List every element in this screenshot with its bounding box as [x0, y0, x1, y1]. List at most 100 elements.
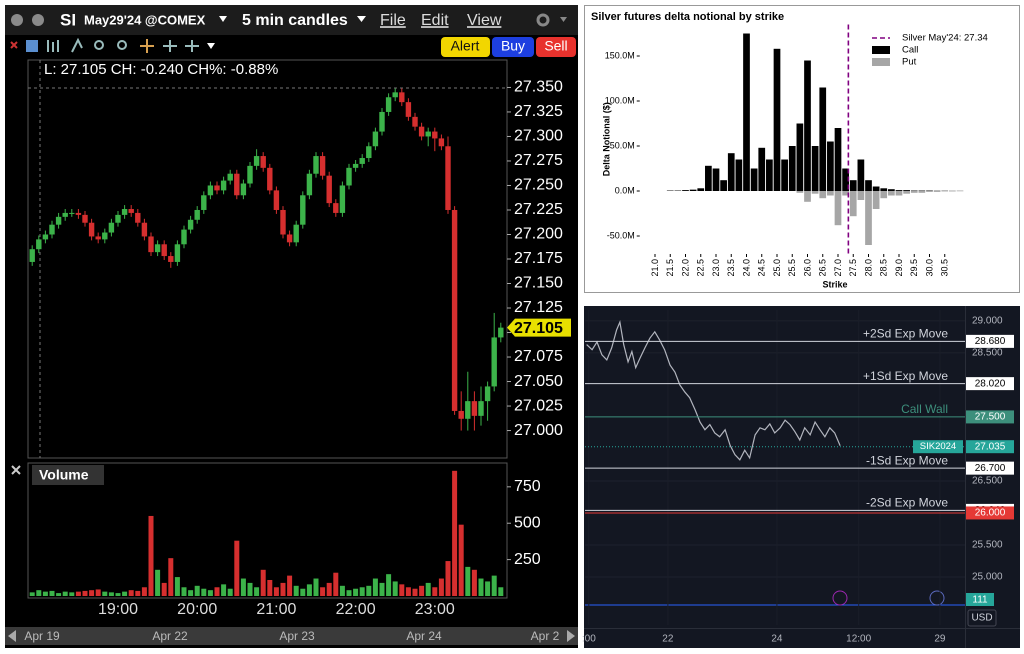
legend-label: Put	[902, 57, 917, 68]
bar	[888, 189, 895, 191]
bar	[697, 188, 705, 191]
bar	[827, 141, 834, 191]
zoom-icon[interactable]	[94, 40, 104, 50]
trading-panel	[5, 5, 578, 648]
volume-bar	[62, 591, 68, 596]
last-price-marker	[507, 318, 571, 337]
add-icon[interactable]	[32, 14, 44, 26]
event-icon[interactable]	[929, 590, 945, 606]
quote-info: L: 27.105 CH: -0.240 CH%: -0.88%	[44, 61, 278, 78]
dropdown-arrow[interactable]	[207, 43, 215, 49]
y-tick-label: 25.000	[972, 572, 1003, 583]
dropdown-arrow[interactable]	[357, 16, 366, 22]
bar	[857, 159, 865, 191]
level-value-box	[966, 410, 1014, 424]
candle-body	[484, 386, 491, 402]
candle-body	[42, 234, 49, 240]
candle-body	[161, 244, 167, 257]
candle-body	[451, 209, 458, 411]
level-value: 27.500	[975, 412, 1006, 423]
volume-bar	[379, 582, 385, 596]
bar	[758, 147, 766, 191]
x-tick-label: 21.5	[665, 259, 675, 277]
contract[interactable]: May29'24 @COMEX	[84, 12, 206, 27]
bar	[819, 87, 827, 191]
bar	[895, 190, 903, 191]
y-tick-label: 27.325	[514, 103, 563, 120]
candle-body	[88, 222, 95, 237]
volume-bar	[326, 582, 332, 596]
close-volume-icon[interactable]	[11, 465, 21, 475]
volume-bar	[386, 574, 392, 596]
y-tick-label: 27.150	[514, 275, 563, 292]
volume-bar	[188, 590, 194, 596]
bar	[834, 191, 842, 226]
tool-icon[interactable]	[47, 40, 59, 52]
volume-bar	[478, 578, 484, 596]
settings-icon[interactable]	[536, 13, 550, 27]
bar	[705, 165, 712, 191]
volume-bar	[161, 582, 167, 596]
interval[interactable]: 5 min candles	[242, 12, 348, 29]
level-label: -2Sd Exp Move	[866, 496, 948, 510]
candle-body	[121, 209, 128, 215]
tool-icon[interactable]	[10, 41, 18, 49]
volume-bar	[306, 584, 312, 596]
y-tick-label: 27.250	[514, 177, 563, 194]
bar	[750, 168, 758, 191]
currency-box[interactable]	[967, 609, 997, 627]
legend-swatch	[872, 46, 890, 54]
current-value-box	[966, 440, 1014, 454]
sell-button[interactable]	[536, 37, 576, 57]
menu-item[interactable]: Edit	[421, 12, 449, 29]
candle-body	[379, 111, 385, 132]
menu-item[interactable]: View	[467, 12, 502, 29]
x-tick-label: 20:00	[177, 601, 217, 618]
tool-icon[interactable]	[71, 37, 83, 53]
x-tick-label: 21:00	[256, 601, 296, 618]
menu-item[interactable]: File	[380, 12, 406, 29]
close-icon[interactable]	[11, 14, 23, 26]
scroll-left[interactable]	[8, 630, 16, 642]
bar	[865, 191, 872, 245]
crosshair-icon[interactable]	[140, 39, 154, 53]
bar	[712, 168, 720, 191]
level-label: Call Wall	[901, 402, 948, 416]
event-icon[interactable]	[832, 590, 848, 606]
y-tick-label: 27.275	[514, 152, 563, 169]
bar	[849, 191, 857, 217]
date-scrollbar[interactable]	[5, 627, 578, 645]
candle-body	[385, 97, 392, 112]
buy-button[interactable]	[492, 37, 534, 57]
date-label: Apr 2	[531, 629, 560, 643]
candle-body	[55, 216, 62, 225]
x-tick-label: 26.5	[818, 259, 828, 277]
candle-body	[108, 222, 115, 233]
level-label: +1Sd Exp Move	[863, 369, 948, 383]
dropdown-arrow[interactable]	[219, 16, 227, 22]
x-tick-label: 23.5	[726, 259, 736, 277]
tool-icon[interactable]	[163, 40, 177, 52]
currency[interactable]: USD	[971, 613, 992, 624]
tool-icon[interactable]	[26, 40, 38, 52]
button-label[interactable]: Alert	[451, 38, 480, 54]
button-label[interactable]: Sell	[544, 38, 567, 54]
volume-bar	[419, 585, 425, 596]
candle-body	[425, 131, 431, 137]
candle-body	[359, 158, 365, 164]
button-label[interactable]: Buy	[501, 38, 525, 54]
scroll-right[interactable]	[567, 630, 575, 642]
volume-bar	[432, 587, 438, 596]
candle-body	[102, 232, 108, 240]
zoom-icon[interactable]	[117, 40, 127, 50]
volume-bar	[399, 584, 405, 596]
x-tick-label: 29.0	[894, 259, 904, 277]
alert-button[interactable]	[441, 37, 490, 57]
tool-icon[interactable]	[185, 40, 199, 52]
y-tick-label: 500	[514, 514, 541, 531]
volume-bar	[56, 593, 62, 596]
dropdown-arrow[interactable]	[560, 17, 567, 22]
candle-body	[267, 167, 273, 191]
bar	[903, 190, 910, 191]
volume-bar	[498, 587, 504, 596]
